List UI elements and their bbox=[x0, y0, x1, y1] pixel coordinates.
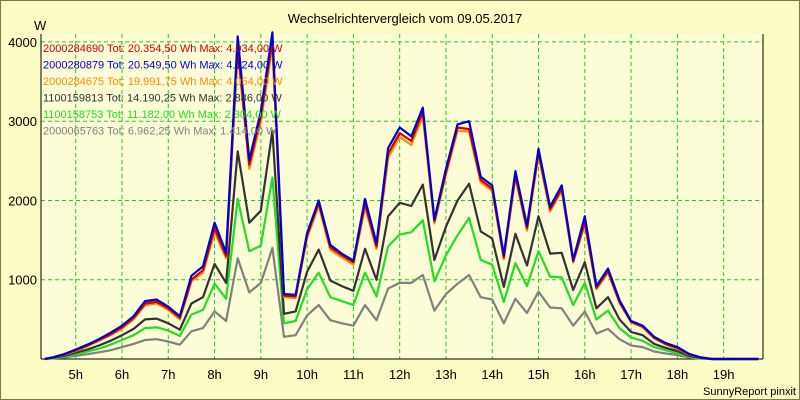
x-tick-label: 8h bbox=[207, 367, 221, 382]
x-tick-label: 7h bbox=[161, 367, 175, 382]
footer-credit: SunnyReport pinxit bbox=[703, 386, 796, 398]
legend-item-2000284675: 2000284675 Tot: 19.991,75 Wh Max: 4.054,… bbox=[43, 76, 283, 88]
x-tick-label: 5h bbox=[68, 367, 82, 382]
x-tick-label: 17h bbox=[620, 367, 642, 382]
x-tick-label: 15h bbox=[528, 367, 550, 382]
x-tick-label: 11h bbox=[343, 367, 364, 382]
legend: 2000284690 Tot: 20.354,50 Wh Max: 4.034,… bbox=[43, 43, 283, 138]
x-tick-label: 13h bbox=[435, 367, 457, 382]
x-tick-label: 18h bbox=[667, 367, 689, 382]
x-tick-label: 6h bbox=[115, 367, 129, 382]
series-layer bbox=[44, 31, 759, 361]
y-tick-label: 1000 bbox=[8, 273, 37, 288]
legend-item-2000284690: 2000284690 Tot: 20.354,50 Wh Max: 4.034,… bbox=[43, 43, 283, 55]
series-line-1100159813 bbox=[44, 129, 759, 361]
legend-item-2000065763: 2000065763 Tot: 6.962,25 Wh Max: 1.414,0… bbox=[43, 126, 277, 138]
x-tick-label: 16h bbox=[574, 367, 596, 382]
tick-labels: 1000 2000 3000 4000 5h 6h 7h 8h 9h 10h 11h 12h 13h 14… bbox=[8, 35, 734, 382]
series-line-1100158753 bbox=[44, 176, 759, 361]
x-tick-label: 12h bbox=[389, 367, 411, 382]
y-tick-label: 2000 bbox=[8, 193, 37, 208]
legend-item-2000280879: 2000280879 Tot: 20.549,50 Wh Max: 4.124,… bbox=[43, 60, 283, 72]
series-line-2000280879 bbox=[44, 31, 759, 361]
legend-item-1100158753: 1100158753 Tot: 11.182,00 Wh Max: 2.304,… bbox=[43, 109, 282, 121]
x-tick-label: 19h bbox=[713, 367, 735, 382]
y-tick-label: 3000 bbox=[8, 114, 37, 129]
x-tick-label: 9h bbox=[254, 367, 268, 382]
chart-title: Wechselrichtervergleich vom 09.05.2017 bbox=[288, 11, 523, 26]
legend-item-1100159813: 1100159813 Tot: 14.190,25 Wh Max: 2.886,… bbox=[43, 93, 282, 105]
series-line-2000065763 bbox=[44, 246, 759, 361]
x-tick-label: 14h bbox=[481, 367, 503, 382]
y-tick-label: 4000 bbox=[8, 35, 37, 50]
y-axis-unit-label: W bbox=[34, 18, 47, 33]
x-tick-label: 10h bbox=[296, 367, 318, 382]
